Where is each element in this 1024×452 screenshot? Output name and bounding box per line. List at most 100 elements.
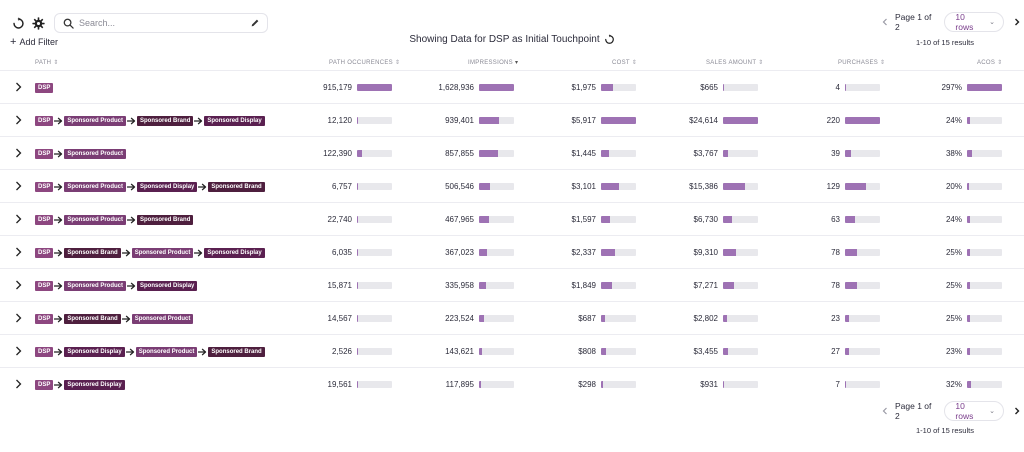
table-row[interactable]: DSP Sponsored Display 19,561 117,895 $298 $93… (0, 367, 1024, 400)
expand-row-button[interactable] (13, 114, 23, 126)
sales-amount-value: $24,614 (689, 116, 718, 125)
column-header-sales-amount[interactable]: SALES AMOUNT ⇕ (706, 59, 764, 67)
cost-value: $2,337 (571, 248, 596, 257)
table-row[interactable]: DSP Sponsored Product Sponsored Display Spo… (0, 169, 1024, 202)
cost-cell: $3,101 (506, 181, 636, 192)
table-row[interactable]: DSP Sponsored Brand Sponsored Product Spons… (0, 235, 1024, 268)
column-header-cost[interactable]: COST ⇕ (612, 59, 638, 67)
chevron-right-icon (15, 115, 21, 125)
path-tag: Sponsored Display (137, 181, 198, 192)
path-tag: Sponsored Display (137, 280, 198, 291)
sales-amount-bar (723, 315, 758, 322)
arrow-right-icon (125, 348, 136, 356)
column-header-acos[interactable]: ACOS ⇕ (977, 59, 1003, 67)
arrow-right-icon (121, 315, 132, 323)
expand-row-button[interactable] (13, 312, 23, 324)
expand-row-button[interactable] (13, 81, 23, 93)
prev-page-button[interactable] (878, 404, 892, 418)
purchases-value: 78 (831, 281, 840, 290)
path-occurrences-cell: 915,179 (262, 82, 392, 93)
cost-value: $1,597 (571, 215, 596, 224)
path-occurrences-value: 12,120 (327, 116, 352, 125)
next-page-button[interactable] (1010, 15, 1024, 29)
path-tag: Sponsored Brand (208, 181, 265, 192)
sort-icon: ⇕ (997, 60, 1003, 66)
path-occurrences-cell: 6,035 (262, 247, 392, 258)
bar-fill (601, 150, 610, 157)
pencil-icon[interactable] (249, 17, 261, 29)
cost-value: $808 (578, 347, 596, 356)
acos-value: 24% (945, 215, 962, 224)
pagination-top: Page 1 of 2 10 rows ⌄ (878, 12, 1024, 32)
cost-bar (601, 315, 636, 322)
cost-cell: $1,975 (506, 82, 636, 93)
table-row[interactable]: DSP Sponsored Product Sponsored Brand 22,74… (0, 202, 1024, 235)
acos-value: 25% (945, 281, 962, 290)
next-page-button[interactable] (1010, 404, 1024, 418)
expand-row-button[interactable] (13, 147, 23, 159)
expand-row-button[interactable] (13, 378, 23, 390)
search-box[interactable] (54, 13, 268, 33)
arrow-right-icon (197, 348, 208, 356)
bar-fill (357, 183, 359, 190)
refresh-button[interactable] (10, 15, 26, 31)
sales-amount-value: $3,767 (693, 149, 718, 158)
expand-row-button[interactable] (13, 279, 23, 291)
sales-amount-cell: $665 (628, 82, 758, 93)
expand-row-button[interactable] (13, 180, 23, 192)
rows-per-page-select[interactable]: 10 rows ⌄ (944, 12, 1005, 32)
table-row[interactable]: DSP Sponsored Product Sponsored Brand Spons… (0, 103, 1024, 136)
refresh-icon[interactable] (604, 34, 615, 45)
acos-cell: 25% (872, 247, 1002, 258)
gear-icon (31, 16, 45, 30)
path-tag: Sponsored Display (204, 247, 265, 258)
path-tag: DSP (35, 313, 54, 324)
sales-amount-cell: $9,310 (628, 247, 758, 258)
chevron-right-icon (15, 280, 21, 290)
column-header-impressions[interactable]: IMPRESSIONS ▾ (468, 59, 519, 67)
impressions-value: 857,855 (445, 149, 474, 158)
cost-cell: $298 (506, 379, 636, 390)
column-header-path[interactable]: PATH ⇕ (35, 59, 59, 67)
add-filter-button[interactable]: + Add Filter (10, 35, 58, 48)
expand-row-button[interactable] (13, 246, 23, 258)
column-header-path-occurrences[interactable]: PATH OCCURENCES ⇕ (329, 59, 401, 67)
acos-bar (967, 84, 1002, 91)
arrow-right-icon (53, 315, 64, 323)
purchases-cell: 27 (750, 346, 880, 357)
arrow-right-icon (53, 183, 64, 191)
path-occurrences-bar (357, 117, 392, 124)
bar-fill (967, 315, 970, 322)
plus-icon: + (10, 35, 17, 48)
prev-page-button[interactable] (878, 15, 892, 29)
purchases-value: 7 (835, 380, 840, 389)
expand-row-button[interactable] (13, 345, 23, 357)
settings-button[interactable] (30, 15, 46, 31)
acos-bar (967, 381, 1002, 388)
path-occurrences-value: 6,035 (331, 248, 352, 257)
column-header-purchases[interactable]: PURCHASES ⇕ (838, 59, 886, 67)
cost-value: $298 (578, 380, 596, 389)
table-row[interactable]: DSP Sponsored Brand Sponsored Product 14,56… (0, 301, 1024, 334)
purchases-bar (845, 84, 880, 91)
purchases-value: 220 (826, 116, 840, 125)
sort-icon: ⇕ (394, 60, 401, 66)
impressions-cell: 1,628,936 (384, 82, 514, 93)
table-row[interactable]: DSP 915,179 1,628,936 $1,975 $665 4 297% (0, 70, 1024, 103)
page-title-wrap: Showing Data for DSP as Initial Touchpoi… (0, 34, 1024, 45)
path-tag: DSP (35, 82, 54, 93)
impressions-bar (479, 216, 514, 223)
table-row[interactable]: DSP Sponsored Product Sponsored Display 15,… (0, 268, 1024, 301)
bar-fill (601, 282, 612, 289)
table-row[interactable]: DSP Sponsored Display Sponsored Product Spo… (0, 334, 1024, 367)
search-input[interactable] (79, 18, 249, 28)
rows-per-page-select[interactable]: 10 rows ⌄ (944, 401, 1005, 421)
path-tag: Sponsored Product (64, 280, 127, 291)
impressions-value: 506,546 (445, 182, 474, 191)
expand-row-button[interactable] (13, 213, 23, 225)
impressions-cell: 467,965 (384, 214, 514, 225)
path-tag: Sponsored Brand (137, 214, 194, 225)
cost-cell: $2,337 (506, 247, 636, 258)
arrow-right-icon (126, 282, 137, 290)
table-row[interactable]: DSP Sponsored Product 122,390 857,855 $1,445… (0, 136, 1024, 169)
